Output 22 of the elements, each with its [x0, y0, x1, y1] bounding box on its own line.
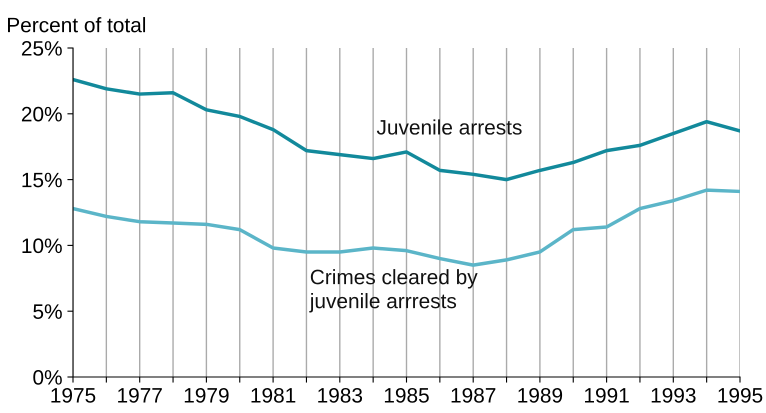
x-tick-label: 1975	[51, 388, 96, 403]
x-tick-label: 1977	[118, 388, 162, 403]
x-tick-label: 1985	[384, 388, 429, 403]
y-tick-label: 0%	[33, 370, 62, 385]
y-axis-title: Percent of total	[8, 17, 146, 32]
series-label: Juvenile arrests	[376, 119, 522, 135]
y-tick-label: 20%	[22, 106, 62, 122]
y-tick-label: 25%	[22, 41, 62, 56]
x-tick-label: 1979	[184, 388, 229, 403]
series-label: Crimes cleared by juvenile arrrests	[309, 269, 478, 312]
y-tick-label: 15%	[22, 172, 62, 188]
line-series	[73, 78, 740, 182]
x-tick-label: 1991	[585, 388, 629, 403]
x-tick-label: 1981	[252, 388, 296, 403]
x-tick-label: 1995	[718, 388, 762, 403]
x-tick-label: 1989	[518, 388, 562, 403]
y-tick-label: 10%	[22, 238, 62, 254]
line-series	[73, 188, 740, 267]
x-tick-label: 1993	[652, 388, 696, 403]
x-tick-label: 1983	[318, 388, 362, 403]
x-tick-label: 1987	[452, 388, 496, 403]
y-tick-label: 5%	[33, 304, 62, 319]
